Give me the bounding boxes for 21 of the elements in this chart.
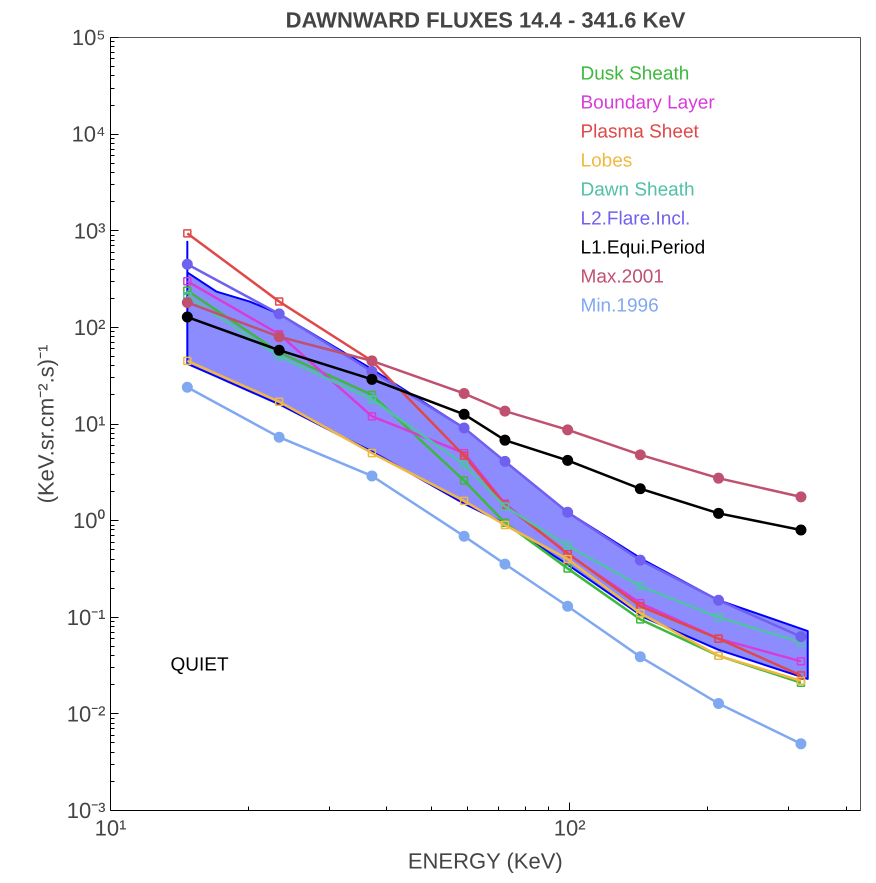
text: Max.2001 xyxy=(580,266,664,288)
chart-title: DAWNWARD FLUXES 14.4 - 341.6 KeV xyxy=(286,8,686,32)
y-tick-label: 10⁰ xyxy=(73,508,106,534)
text: L1.Equi.Period xyxy=(580,238,706,258)
y-tick-label: 10⁻² xyxy=(66,701,106,726)
y-tick-label: 10⁵ xyxy=(72,25,106,50)
text: Lobes xyxy=(580,150,632,172)
y-tick-label: 10⁴ xyxy=(72,122,106,147)
text: Dawn Sheath xyxy=(580,180,695,200)
annotation: QUIET xyxy=(170,654,229,676)
text: Boundary Layer xyxy=(580,92,716,114)
text: Min.1996 xyxy=(580,296,659,316)
y-tick-label: 10³ xyxy=(74,218,106,244)
y-tick-label: 10¹ xyxy=(74,412,106,436)
y-tick-label: 10² xyxy=(74,314,106,340)
y-tick-label: 10⁻¹ xyxy=(66,604,106,630)
text: Plasma Sheet xyxy=(580,122,700,142)
text: L2.Flare.Incl. xyxy=(580,208,690,230)
y-axis-title: (KeV.sr.cm⁻².s)⁻¹ xyxy=(34,344,59,504)
x-axis-title: ENERGY (KeV) xyxy=(408,848,563,874)
text: Dusk Sheath xyxy=(580,64,690,84)
